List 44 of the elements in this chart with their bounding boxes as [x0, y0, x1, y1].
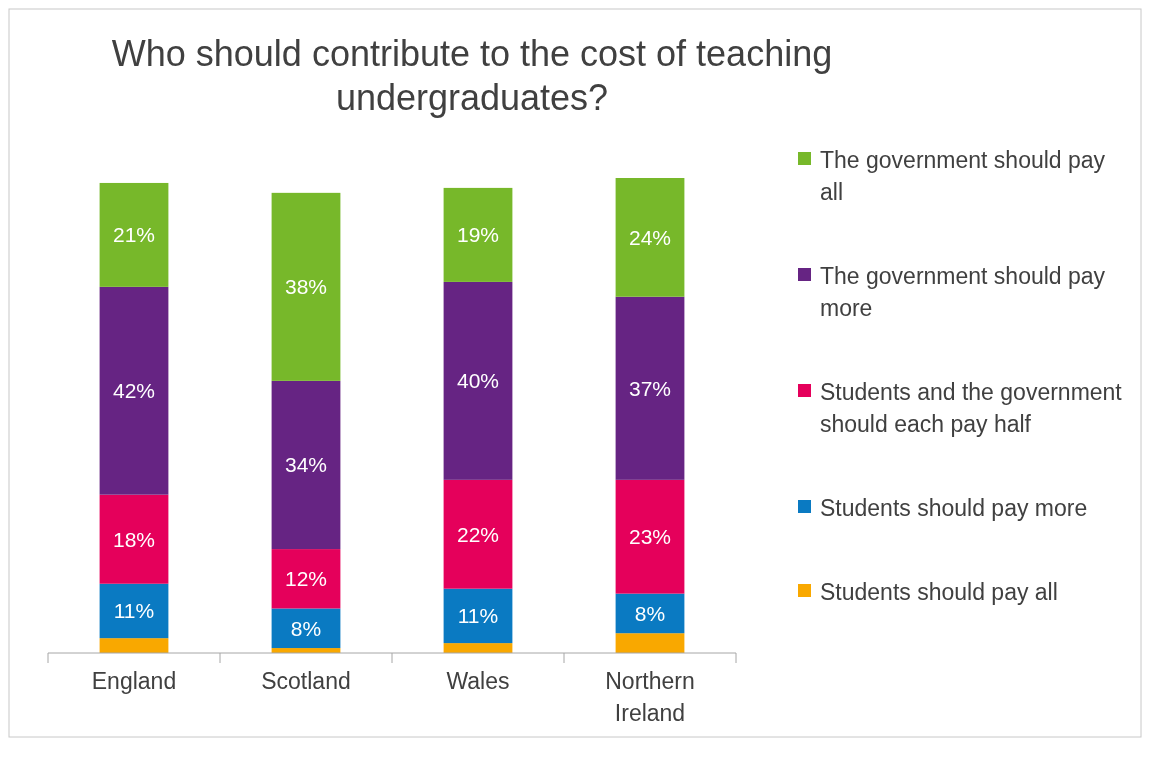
data-label: 23%: [628, 525, 672, 549]
data-label: 22%: [456, 522, 500, 546]
data-label: 40%: [456, 369, 500, 393]
data-label: 11%: [457, 604, 499, 628]
bar: [271, 380, 341, 550]
bar: [443, 479, 513, 589]
bar: [99, 638, 169, 653]
bar: [443, 643, 513, 653]
bar: [615, 296, 685, 480]
legend-label: The government should pay all: [820, 147, 1106, 206]
data-label: 11%: [113, 599, 155, 623]
legend-label: Students and the government should each pay half: [820, 379, 1123, 438]
data-label: 24%: [628, 225, 672, 249]
bar: [271, 192, 341, 381]
data-label: 12%: [284, 567, 328, 591]
legend-label: Students should pay all: [820, 579, 1058, 606]
bar: [99, 286, 169, 495]
bar: [99, 583, 169, 639]
x-tick-label: Scotland: [261, 668, 351, 694]
bar: [271, 549, 341, 609]
data-label: 38%: [284, 275, 328, 299]
data-label: 42%: [112, 379, 156, 403]
data-label: 8%: [634, 601, 666, 625]
data-label: 21%: [112, 223, 156, 247]
bar: [271, 608, 341, 649]
data-label: 37%: [628, 376, 672, 400]
legend-label: Students should pay more: [820, 495, 1088, 522]
data-label: 34%: [284, 453, 328, 477]
x-tick-label: England: [91, 668, 177, 694]
x-tick-label: Northern Ireland: [605, 668, 695, 726]
bar: [615, 633, 685, 653]
bar: [99, 494, 169, 584]
data-label: 19%: [456, 223, 500, 247]
bar: [443, 281, 513, 480]
bar: [99, 182, 169, 287]
x-tick-label: Wales: [446, 668, 510, 694]
legend-label: The government should pay more: [820, 263, 1106, 322]
data-label: 18%: [112, 527, 156, 551]
bar: [443, 187, 513, 282]
chart-title: Who should contribute to the cost of teaching undergraduates?: [111, 33, 833, 118]
bar: [615, 479, 685, 594]
bar: [615, 178, 685, 297]
bar: [443, 588, 513, 644]
data-label: 8%: [290, 616, 322, 640]
